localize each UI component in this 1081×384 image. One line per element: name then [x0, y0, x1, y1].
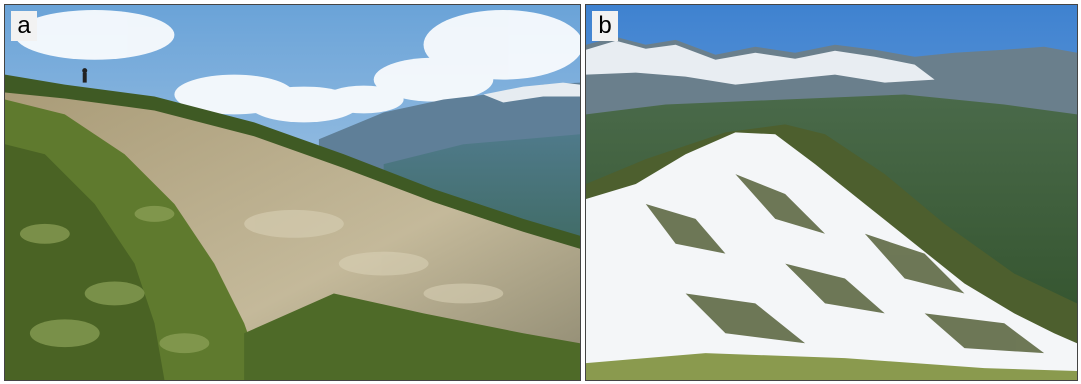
- distant-snow: [483, 82, 580, 103]
- snowy-ridge-photo: [586, 5, 1077, 380]
- panel-label-b: b: [592, 11, 618, 41]
- person-silhouette: [82, 68, 88, 83]
- shrub-patches: [645, 174, 1045, 354]
- grass-highlights: [19, 205, 210, 354]
- lower-shrubs: [244, 293, 580, 380]
- panel-label-a: a: [11, 11, 37, 41]
- ridge-shrubs: [5, 74, 580, 249]
- soil-highlights: [244, 209, 504, 304]
- foreground-grass: [586, 353, 1077, 380]
- photo-panel-b: b: [585, 4, 1078, 381]
- foreground-shrubs: [5, 144, 165, 380]
- clouds: [14, 9, 580, 123]
- hillside-photo: [5, 5, 580, 380]
- photo-panel-a: a: [4, 4, 581, 381]
- mountain-snow: [586, 40, 935, 85]
